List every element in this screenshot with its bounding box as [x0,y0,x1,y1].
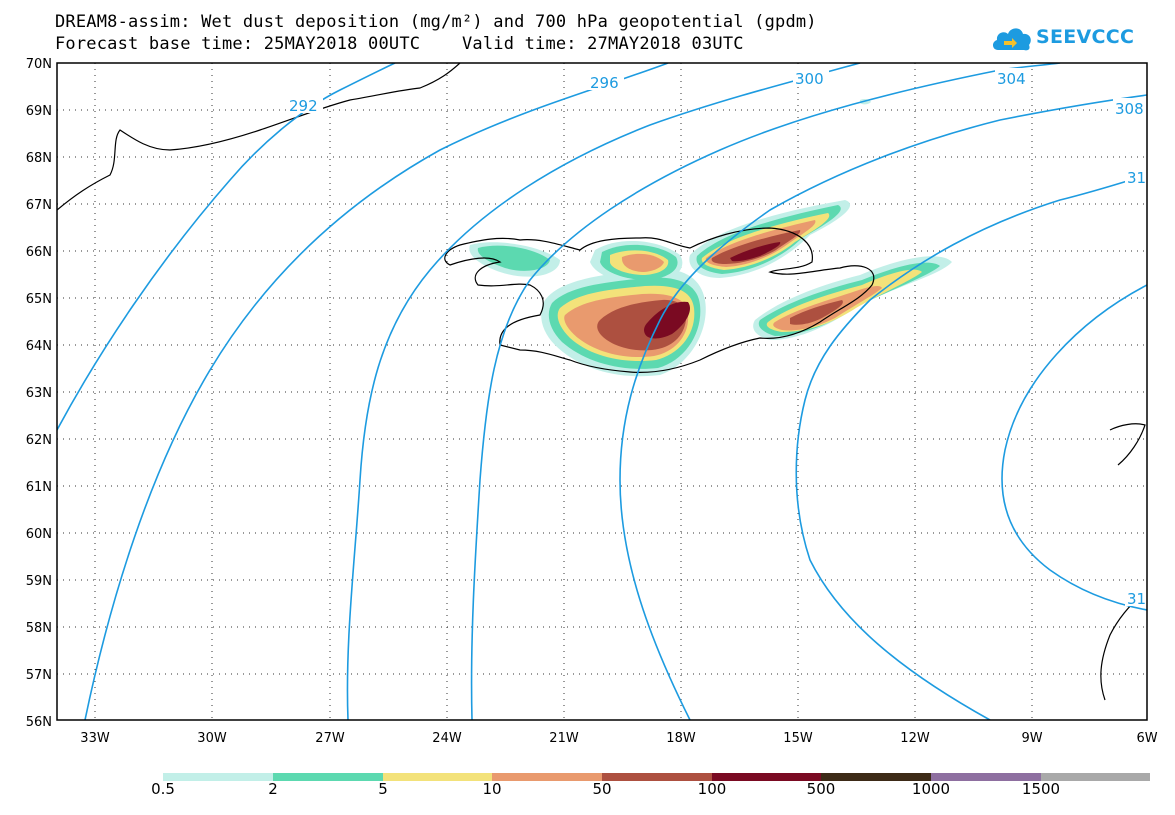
dust-deposition-field [469,98,952,377]
map-subtitle-times: Forecast base time: 25MAY2018 00UTC Vali… [55,34,744,54]
longitude-labels: 33W 30W 27W 24W 21W 18W 15W 12W 9W 6W [80,731,1157,746]
legend-label: 0.5 [151,780,175,798]
legend-swatch [273,773,383,781]
map-title: DREAM8-assim: Wet dust deposition (mg/m²… [55,12,817,32]
lat-label: 59N [26,574,52,589]
deposition-area [621,253,664,272]
lon-label: 21W [549,731,579,746]
map-frame [56,62,1148,721]
legend-swatch [931,773,1041,781]
latitude-labels: 70N 69N 68N 67N 66N 65N 64N 63N 62N 61N … [26,57,52,730]
legend-label: 50 [592,780,612,798]
lat-label: 65N [26,292,52,307]
contour-312 [795,174,1147,720]
deposition-area [477,245,550,271]
contour-label: 304 [997,70,1026,88]
lat-label: 60N [26,527,52,542]
contour-300 [346,63,861,720]
lat-label: 68N [26,151,52,166]
lon-label: 15W [783,731,813,746]
legend-swatch [602,773,712,781]
seevccc-logo: SEEVCCC [990,20,1150,60]
lat-label: 56N [26,715,52,730]
contour-label: 31 [1127,169,1146,187]
logo-text: SEEVCCC [1036,26,1135,48]
legend-label: 1500 [1021,780,1061,798]
greenland-coastline [57,63,461,211]
lat-label: 66N [26,245,52,260]
iceland-coastline [444,227,875,373]
contour-label: 300 [795,70,824,88]
legend-label: 5 [378,780,388,798]
lon-label: 9W [1021,731,1042,746]
contour-label: 296 [590,74,619,92]
lon-label: 27W [315,731,345,746]
contour-label: 292 [289,97,318,115]
legend-swatch [383,773,492,781]
lat-label: 64N [26,339,52,354]
legend-label: 10 [482,780,502,798]
contour-296 [84,63,669,720]
contour-316 [1001,284,1147,611]
legend-label: 2 [268,780,278,798]
legend-swatch [821,773,931,781]
lon-label: 6W [1136,731,1157,746]
legend-swatch [712,773,821,781]
deposition-area [790,300,843,325]
contour-308 [619,94,1147,720]
contour-labels: 292 296 300 304 308 31 31 [287,68,1147,608]
lon-label: 12W [900,731,930,746]
lon-label: 18W [666,731,696,746]
lat-label: 63N [26,386,52,401]
deposition-area [711,230,801,264]
geopotential-contours [57,63,1147,720]
cloud-icon [992,28,1031,51]
contour-label: 31 [1127,590,1146,608]
lat-label: 61N [26,480,52,495]
lat-label: 67N [26,198,52,213]
legend-label: 1000 [911,780,951,798]
legend-label: 500 [806,780,836,798]
lat-label: 57N [26,668,52,683]
coastlines [57,63,1147,701]
lat-label: 58N [26,621,52,636]
lat-label: 62N [26,433,52,448]
deposition-area [730,242,781,262]
lon-label: 30W [197,731,227,746]
faroe-islands-coastline [1109,423,1146,466]
contour-label: 308 [1115,100,1144,118]
legend-swatch [492,773,602,781]
lon-label: 24W [432,731,462,746]
lon-label: 33W [80,731,110,746]
lat-label: 69N [26,104,52,119]
legend-swatch [1041,773,1150,781]
lat-label: 70N [26,57,52,72]
graticule [57,63,1147,720]
legend-swatch [163,773,273,781]
legend-label: 100 [697,780,727,798]
contour-292 [57,63,396,431]
contour-304 [470,63,1061,720]
